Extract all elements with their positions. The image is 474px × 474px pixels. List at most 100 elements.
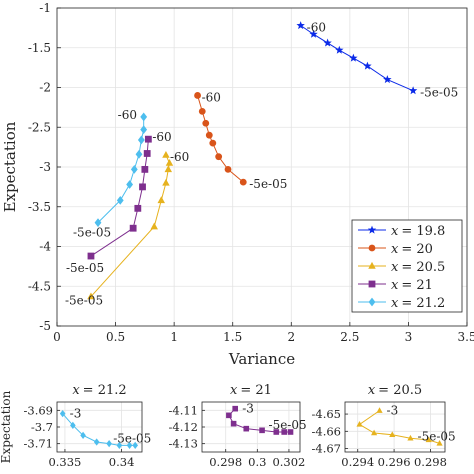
series-marker [202,119,210,127]
inset-series-marker [226,412,232,419]
inset-y-tick-label: -4.66 [312,424,342,438]
series-marker [141,165,149,173]
inset-end-label: -5e-05 [269,418,307,432]
legend-entry-label: x = 21 [391,278,433,293]
series-marker [209,139,217,147]
x-tick-label: 1.5 [223,330,242,344]
inset-panels: -3-5e-050.335 0.34-3.69-3.7-3.71x = 21.2Ex… [0,383,456,469]
inset-x-tick-label: 0.298 [209,455,242,469]
legend-entry-label: x = 20 [391,242,433,257]
inset-series-marker [407,434,414,441]
series-marker [144,135,152,143]
series-start-label: -60 [152,130,171,144]
inset-y-tick-label: -3.7 [31,420,53,434]
inset-series-layer [59,410,138,449]
legend-variable: x [391,278,399,293]
inset-x-tick-label: 0.3 [248,455,266,469]
inset-title-variable: x [230,383,238,398]
series-start-label: -60 [118,108,137,122]
series-marker [162,150,170,158]
series-marker [139,183,146,191]
y-tick-label: -3 [39,160,51,174]
main-tick-labels: 0 0.5 1 1.5 2 2.5 3 3.5 -5 -4.5 -4 -3.5 -3 -2.5 -2 -1.5… [28,1,474,344]
inset-title: x = 21 [230,383,272,398]
inset-series-marker [80,431,86,439]
inset-axes-box [344,401,446,453]
inset-series-marker [70,421,76,429]
inset-title-variable: x [368,383,376,398]
legend-entry-value: = 19.8 [401,224,445,239]
legend-variable: x [391,296,399,311]
series-marker [239,178,247,186]
x-tick-label: 2 [287,330,295,344]
series-marker [205,131,213,139]
inset-series-marker [59,410,66,418]
legend-swatch-marker [368,297,376,307]
inset-series-marker [287,429,294,435]
series-start-label: -60 [307,20,326,34]
series-marker [126,180,134,189]
series-marker [94,218,102,228]
legend-entry-value: = 21.2 [401,296,445,311]
x-tick-label: 0.5 [106,330,125,344]
series-marker [134,204,142,212]
legend-entry-value: = 20.5 [401,260,445,275]
series-end-label: -5e-05 [66,261,104,275]
inset-series-marker [243,425,250,432]
series-line [197,95,244,183]
inset-x-tick-label: 0.298 [414,455,447,469]
inset-series-marker [106,440,112,448]
legend-entry-value: = 21 [401,278,433,293]
legend: x = 19.8x = 20x = 20.5x = 21x = 21.2 [351,219,463,313]
inset-series-marker [425,436,432,443]
series-marker [224,165,232,173]
series-marker [363,61,372,70]
x-tick-label: 2.5 [340,330,359,344]
series-marker [165,158,174,166]
inset-start-label: -3 [70,407,82,421]
series-marker [162,178,170,186]
inset-y-tick-label: -4.12 [169,420,199,434]
inset-series-marker [116,441,123,449]
inset-series-layer [356,407,443,446]
inset-title-value: = 21.2 [83,383,127,398]
series-end-label: -5e-05 [73,226,111,240]
inset-x-tick-label: 0.302 [272,455,305,469]
series-marker [296,21,305,30]
main-point-labels: -60 -5e-05 -60 -5e-05 -60 -5e-05 -60 -5e-05 -60 -… [65,20,458,307]
series-marker [140,125,148,135]
y-tick-label: -5 [39,319,51,333]
x-tick-label: 3 [405,330,413,344]
inset-series-marker [371,429,378,436]
inset-y-tick-label: -4.13 [169,437,199,451]
legend-variable: x [391,242,399,257]
series-start-label: -60 [170,150,189,164]
y-tick-label: -3.5 [28,200,51,214]
inset-title: x = 21.2 [72,383,126,398]
inset-series-marker [232,405,238,412]
inset-end-label: -5e-05 [418,429,456,443]
inset-series-marker [376,407,383,413]
inset-series-marker [356,421,363,427]
series-marker [137,135,145,145]
series-marker [349,53,358,62]
y-tick-label: -2 [39,81,51,95]
inset-series-marker [273,429,280,435]
legend-swatch-marker [368,244,376,252]
series-marker [194,92,201,99]
inset-x-tick-label: 0.335 [48,455,81,469]
series-marker [215,153,223,161]
inset-y-tick-label: -4.67 [312,442,342,456]
series-marker [150,222,158,230]
inset-title-value: = 21 [240,383,272,398]
series-marker [143,150,151,157]
x-axis-label: Variance [228,350,295,368]
inset-series-marker [93,438,100,446]
inset-panel: -3 -5e-05 0.294 0.296 0.298 -4.65 -4.66 -4.67 x =… [312,383,456,469]
series-marker [87,292,95,300]
inset-series-marker [126,441,133,449]
series-marker [323,38,332,47]
series-marker [129,224,137,232]
series-line [300,25,414,92]
